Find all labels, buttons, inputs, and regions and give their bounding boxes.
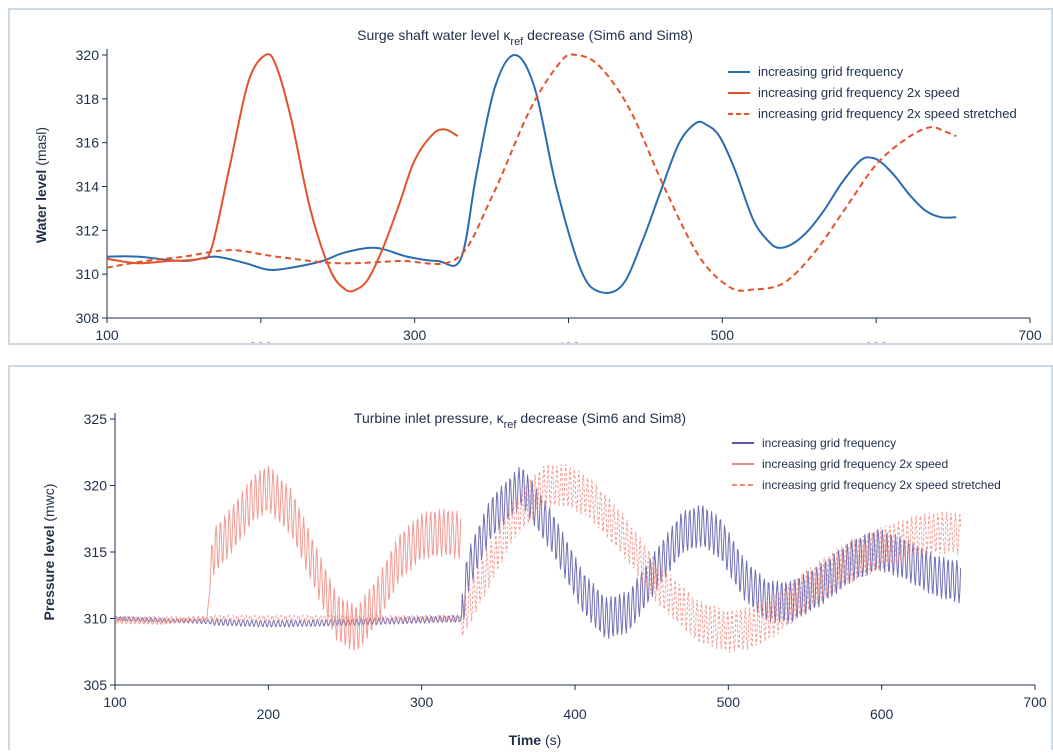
pressure-level-chart-panel: Turbine inlet pressure, κref decrease (S…: [8, 365, 1053, 750]
pressure-y-tick-label: 320: [84, 478, 108, 494]
water-y-tick-label: 310: [76, 266, 100, 282]
pressure-x-tick-label: 300: [410, 694, 434, 710]
water-x-tick-label: 400: [557, 339, 581, 343]
water-legend-label-1: increasing grid frequency: [758, 64, 904, 79]
water-legend-label-2: increasing grid frequency 2x speed: [758, 85, 960, 100]
pressure-y-tick-label: 315: [84, 544, 108, 560]
pressure-y-axis-label: Pressure level (mwc): [41, 484, 57, 621]
water-x-tick-label: 500: [711, 327, 735, 343]
water-y-tick-label: 312: [76, 222, 100, 238]
water-level-chart-panel: Surge shaft water level κref decrease (S…: [8, 8, 1053, 345]
pressure-x-tick-label: 400: [563, 706, 587, 722]
pressure-level-chart: Turbine inlet pressure, κref decrease (S…: [41, 410, 1047, 748]
water-y-tick-label: 308: [76, 310, 100, 326]
water-y-tick-label: 320: [76, 47, 100, 63]
pressure-x-axis-label: Time (s): [509, 732, 562, 748]
pressure-y-tick-label: 305: [84, 677, 108, 693]
water-chart-title: Surge shaft water level κref decrease (S…: [357, 27, 693, 48]
water-y-tick-label: 316: [76, 135, 100, 151]
pressure-y-tick-label: 325: [84, 411, 108, 427]
pressure-y-tick-label: 310: [84, 611, 108, 627]
pressure-x-tick-label: 700: [1023, 694, 1047, 710]
pressure-x-tick-label: 200: [257, 706, 281, 722]
water-level-chart: Surge shaft water level κref decrease (S…: [33, 27, 1042, 343]
pressure-chart-title: Turbine inlet pressure, κref decrease (S…: [354, 410, 686, 431]
water-y-axis-label: Water level (masl): [33, 127, 49, 243]
water-x-tick-label: 200: [249, 339, 273, 343]
pressure-series-line-2: [115, 466, 462, 651]
water-x-tick-label: 600: [864, 339, 888, 343]
pressure-legend-label-3: increasing grid frequency 2x speed stret…: [762, 478, 1001, 492]
pressure-x-tick-label: 600: [870, 706, 894, 722]
water-y-tick-label: 318: [76, 91, 100, 107]
water-x-tick-label: 700: [1018, 327, 1042, 343]
water-series-line-2: [107, 53, 459, 293]
water-series-line-1: [107, 53, 957, 294]
water-series-line-3: [107, 53, 957, 292]
water-x-tick-label: 100: [95, 327, 119, 343]
pressure-legend-label-1: increasing grid frequency: [762, 436, 896, 450]
pressure-legend-label-2: increasing grid frequency 2x speed: [762, 457, 948, 471]
pressure-series-line-3: [115, 464, 962, 653]
water-y-tick-label: 314: [76, 179, 100, 195]
pressure-x-tick-label: 100: [103, 694, 127, 710]
pressure-x-tick-label: 500: [717, 694, 741, 710]
water-x-tick-label: 300: [403, 327, 427, 343]
water-legend-label-3: increasing grid frequency 2x speed stret…: [758, 106, 1017, 121]
